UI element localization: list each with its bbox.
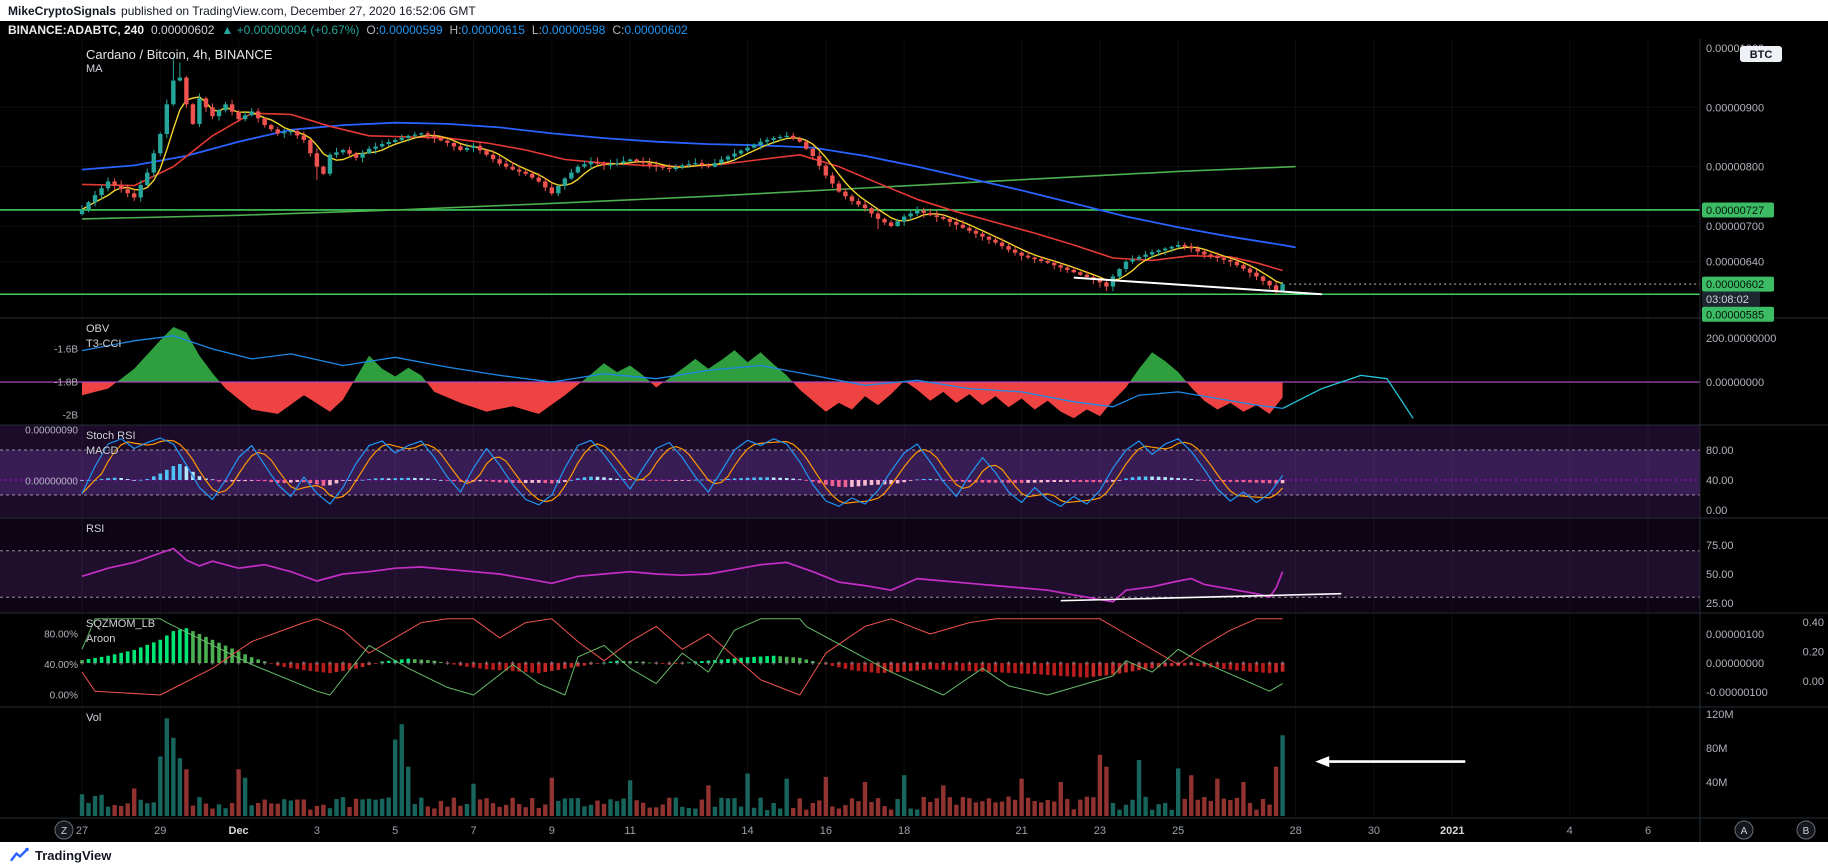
svg-text:0.40: 0.40 xyxy=(1803,617,1824,629)
svg-text:A: A xyxy=(1741,826,1748,837)
svg-text:0.20: 0.20 xyxy=(1803,647,1824,659)
svg-text:9: 9 xyxy=(549,825,555,837)
svg-text:16: 16 xyxy=(820,825,832,837)
svg-text:2021: 2021 xyxy=(1440,825,1464,837)
svg-text:6: 6 xyxy=(1645,825,1651,837)
svg-text:0.00000100: 0.00000100 xyxy=(1706,629,1764,641)
circle-button-z[interactable]: Z xyxy=(54,820,74,840)
candles-series xyxy=(79,56,1285,295)
svg-text:18: 18 xyxy=(898,825,910,837)
svg-text:0.00000640: 0.00000640 xyxy=(1706,257,1764,269)
trendline xyxy=(1073,276,1322,296)
svg-text:-1.6B: -1.6B xyxy=(54,345,78,356)
svg-text:Dec: Dec xyxy=(229,825,249,837)
svg-text:0.00000800: 0.00000800 xyxy=(1706,162,1764,174)
svg-text:Z: Z xyxy=(61,826,67,837)
ohlc-open: O:0.00000599 xyxy=(366,23,443,37)
time-axis[interactable]: 27 29 Dec 3 5 7 9 11 14 16 18 21 23 25 28 30 2021 4 6 xyxy=(76,825,1651,837)
up-arrow-icon: ▲ xyxy=(221,23,234,37)
squeeze-dots xyxy=(80,661,1285,665)
symbol-title[interactable]: BINANCE:ADABTC, 240 xyxy=(8,23,145,37)
price-chart-svg[interactable]: 0.000010000.000009000.000008000.00000727… xyxy=(0,39,1828,842)
svg-text:40.00: 40.00 xyxy=(1706,475,1734,487)
svg-text:03:08:02: 03:08:02 xyxy=(1706,294,1749,306)
svg-text:23: 23 xyxy=(1094,825,1106,837)
svg-text:14: 14 xyxy=(741,825,753,837)
svg-text:80.00%: 80.00% xyxy=(44,630,78,641)
svg-text:40.00%: 40.00% xyxy=(44,660,78,671)
tradingview-logo-icon[interactable] xyxy=(10,846,29,864)
svg-text:0.00000727: 0.00000727 xyxy=(1706,205,1764,217)
svg-text:0.00000000: 0.00000000 xyxy=(25,477,78,488)
svg-text:3: 3 xyxy=(314,825,320,837)
svg-text:0.00000585: 0.00000585 xyxy=(1706,309,1764,321)
svg-text:0.00: 0.00 xyxy=(1803,676,1824,688)
rsi-trendline xyxy=(1060,592,1342,602)
svg-text:50.00: 50.00 xyxy=(1706,569,1734,581)
left-scale-labels: -1.6B -1.8B -2B 0.00000090 0.00000000 80.00% 4… xyxy=(25,345,78,702)
svg-text:120M: 120M xyxy=(1706,709,1734,721)
t3cci-positive-area xyxy=(82,327,1283,382)
svg-text:0.00000000: 0.00000000 xyxy=(1706,658,1764,670)
price-axis[interactable]: 0.000010000.000009000.000008000.00000727… xyxy=(1702,43,1824,789)
panel-main-price xyxy=(0,56,1700,296)
svg-text:0.00000000: 0.00000000 xyxy=(1706,377,1764,389)
svg-text:-2B: -2B xyxy=(62,411,78,422)
svg-text:0.00000602: 0.00000602 xyxy=(1706,279,1764,291)
panel-volume xyxy=(79,718,1466,816)
svg-text:30: 30 xyxy=(1368,825,1380,837)
ohlc-high: H:0.00000615 xyxy=(449,23,525,37)
btc-unit-badge xyxy=(1740,46,1782,62)
svg-text:25.00: 25.00 xyxy=(1706,598,1734,610)
svg-text:28: 28 xyxy=(1290,825,1302,837)
footer-bar: TradingView xyxy=(0,842,1828,868)
svg-text:25: 25 xyxy=(1172,825,1184,837)
chart-area[interactable]: 0.00001000 0.00000900 0.00000800 0.00000727… xyxy=(0,39,1828,842)
last-price: 0.00000602 xyxy=(151,23,215,37)
ohlc-low: L:0.00000598 xyxy=(531,23,606,37)
svg-text:29: 29 xyxy=(154,825,166,837)
panel-stoch-macd xyxy=(0,437,1700,507)
svg-text:BTC: BTC xyxy=(1750,49,1773,61)
circle-button-b[interactable]: B xyxy=(1796,820,1816,840)
svg-text:0.00: 0.00 xyxy=(1706,505,1727,517)
svg-text:80M: 80M xyxy=(1706,743,1727,755)
svg-text:4: 4 xyxy=(1567,825,1573,837)
tradingview-wordmark[interactable]: TradingView xyxy=(35,847,112,863)
author-name[interactable]: MikeCryptoSignals xyxy=(8,3,117,18)
svg-text:0.00000090: 0.00000090 xyxy=(25,425,78,436)
panel-sqzmom-aroon xyxy=(80,618,1285,696)
svg-text:21: 21 xyxy=(1015,825,1027,837)
t3cci-negative-area xyxy=(82,382,1283,419)
svg-text:7: 7 xyxy=(470,825,476,837)
panel-obv-t3cci xyxy=(0,327,1700,419)
circle-button-a[interactable]: A xyxy=(1734,820,1754,840)
svg-text:B: B xyxy=(1803,826,1810,837)
publication-info: published on TradingView.com, December 2… xyxy=(121,3,476,18)
symbol-info-bar: BINANCE:ADABTC, 240 0.00000602 ▲ +0.0000… xyxy=(0,21,1828,39)
svg-text:5: 5 xyxy=(392,825,398,837)
svg-text:0.00000900: 0.00000900 xyxy=(1706,102,1764,114)
svg-text:-0.00000100: -0.00000100 xyxy=(1706,687,1768,699)
publication-header: MikeCryptoSignals published on TradingVi… xyxy=(0,0,1828,21)
svg-text:0.00000700: 0.00000700 xyxy=(1706,221,1764,233)
svg-text:80.00: 80.00 xyxy=(1706,445,1734,457)
svg-text:27: 27 xyxy=(76,825,88,837)
gridlines xyxy=(0,39,1700,818)
svg-text:0.00%: 0.00% xyxy=(50,691,78,702)
price-change: ▲ +0.00000004 (+0.67%) xyxy=(221,23,360,37)
svg-text:75.00: 75.00 xyxy=(1706,540,1734,552)
svg-text:11: 11 xyxy=(624,825,635,837)
svg-text:40M: 40M xyxy=(1706,777,1727,789)
panel-rsi xyxy=(0,547,1700,603)
ohlc-close: C:0.00000602 xyxy=(612,23,688,37)
svg-text:-1.8B: -1.8B xyxy=(54,378,78,389)
svg-text:200.00000000: 200.00000000 xyxy=(1706,333,1776,345)
